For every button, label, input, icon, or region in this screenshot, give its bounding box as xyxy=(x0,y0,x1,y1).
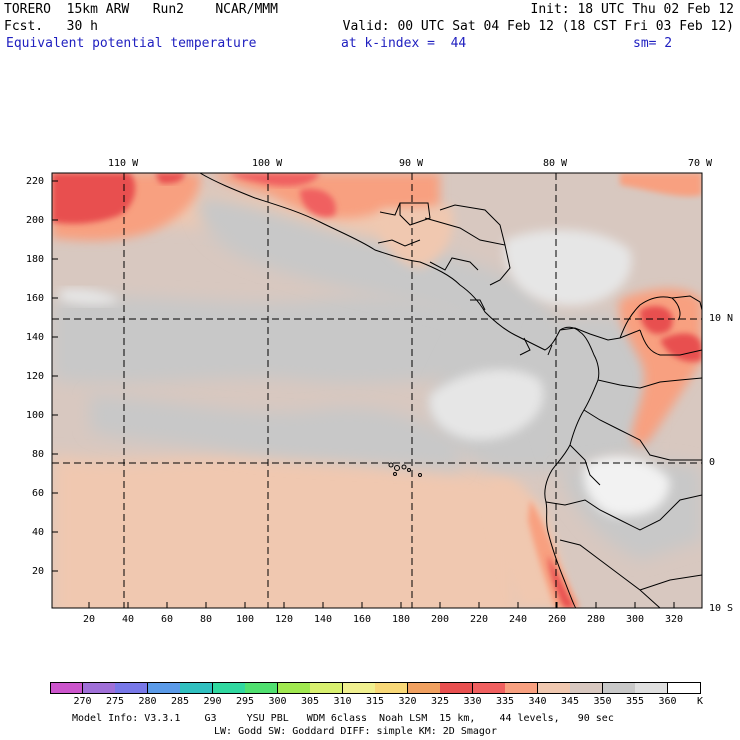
lat-label-10s: 10 S xyxy=(709,603,734,614)
galapagos-islands xyxy=(388,462,422,477)
colorbar-label: 280 xyxy=(138,696,157,707)
colorbar-swatch xyxy=(667,682,701,694)
colorbar-swatch xyxy=(472,682,506,694)
x-tick-label: 320 xyxy=(665,614,684,625)
x-tick-label: 220 xyxy=(470,614,489,625)
lon-label-80w: 80 W xyxy=(543,158,568,169)
x-tick-label: 120 xyxy=(275,614,294,625)
y-tick-label: 160 xyxy=(26,293,45,304)
colorbar-label: 355 xyxy=(625,696,645,707)
y-tick-label: 40 xyxy=(32,527,45,538)
x-tick-label: 100 xyxy=(236,614,255,625)
colorbar-label: 275 xyxy=(105,696,125,707)
colorbar-swatch xyxy=(537,682,571,694)
colorbar-swatch xyxy=(277,682,311,694)
colorbar-label: 305 xyxy=(300,696,320,707)
colorbar-swatch xyxy=(82,682,116,694)
colorbar-swatch xyxy=(505,682,538,694)
forecast-hour: Fcst. 30 h xyxy=(4,19,98,34)
colorbar-label: 330 xyxy=(463,696,482,707)
x-tick-label: 240 xyxy=(509,614,528,625)
colorbar-label: 285 xyxy=(170,696,190,707)
colorbar-swatch xyxy=(635,682,668,694)
colorbar-swatch xyxy=(245,682,278,694)
colorbar-label: 335 xyxy=(495,696,515,707)
lon-label-100w: 100 W xyxy=(252,158,283,169)
colorbar-label: 325 xyxy=(430,696,450,707)
y-tick-label: 120 xyxy=(26,371,45,382)
colorbar-label: 360 xyxy=(658,696,677,707)
colorbar-label: 340 xyxy=(528,696,547,707)
physics-info: LW: Godd SW: Goddard DIFF: simple KM: 2D… xyxy=(214,726,497,737)
init-time: Init: 18 UTC Thu 02 Feb 12 xyxy=(530,2,735,17)
colorbar-label: 270 xyxy=(73,696,92,707)
x-tick-label: 60 xyxy=(161,614,174,625)
lat-label-0: 0 xyxy=(709,457,716,468)
x-tick-label: 280 xyxy=(587,614,606,625)
x-tick-label: 140 xyxy=(314,614,333,625)
colorbar-label: 345 xyxy=(560,696,580,707)
y-tick-label: 140 xyxy=(26,332,45,343)
x-tick-label: 20 xyxy=(83,614,96,625)
lon-label-70w: 70 W xyxy=(688,158,713,169)
y-tick-label: 60 xyxy=(32,488,45,499)
colorbar-label: 300 xyxy=(268,696,287,707)
colorbar-swatch xyxy=(212,682,246,694)
colorbar-unit: K xyxy=(697,696,704,707)
x-tick-label: 40 xyxy=(122,614,135,625)
x-tick-label: 80 xyxy=(200,614,213,625)
x-tick-label: 180 xyxy=(392,614,411,625)
colorbar-swatch xyxy=(180,682,213,694)
y-tick-label: 180 xyxy=(26,254,45,265)
y-tick-label: 20 xyxy=(32,566,45,577)
colorbar-label: 295 xyxy=(235,696,255,707)
y-tick-label: 200 xyxy=(26,215,45,226)
colorbar-swatch xyxy=(310,682,343,694)
colorbar-swatch xyxy=(375,682,408,694)
coastlines xyxy=(199,173,702,608)
colorbar-swatch xyxy=(342,682,376,694)
plot-frame xyxy=(51,172,703,609)
level-index: at k-index = 44 xyxy=(341,36,467,51)
model-run-title: TORERO 15km ARW Run2 NCAR/MMM xyxy=(4,2,278,17)
colorbar-swatch xyxy=(407,682,441,694)
lat-label-10n: 10 N xyxy=(709,313,734,324)
lon-label-90w: 90 W xyxy=(399,158,424,169)
colorbar-swatch xyxy=(50,682,83,694)
y-tick-label: 80 xyxy=(32,449,45,460)
colorbar-swatch xyxy=(147,682,181,694)
left-axis-ticks xyxy=(52,180,58,572)
lat-lon-grid xyxy=(52,173,702,608)
colorbar-label: 320 xyxy=(398,696,417,707)
colorbar-swatch xyxy=(570,682,603,694)
colorbar-swatch xyxy=(440,682,473,694)
x-tick-label: 260 xyxy=(548,614,567,625)
colorbar-label: 350 xyxy=(593,696,612,707)
x-tick-label: 300 xyxy=(626,614,645,625)
x-tick-label: 160 xyxy=(353,614,372,625)
y-tick-label: 220 xyxy=(26,176,45,187)
bottom-axis-ticks xyxy=(88,602,675,608)
colorbar-label: 290 xyxy=(203,696,222,707)
colorbar-label: 315 xyxy=(365,696,385,707)
valid-time: Valid: 00 UTC Sat 04 Feb 12 (18 CST Fri … xyxy=(342,19,734,34)
smoothing: sm= 2 xyxy=(633,36,673,51)
colorbar-swatch xyxy=(602,682,636,694)
shaded-field xyxy=(52,173,702,608)
lon-label-110w: 110 W xyxy=(108,158,139,169)
colorbar-swatch xyxy=(115,682,148,694)
model-info: Model Info: V3.3.1 G3 YSU PBL WDM 6class… xyxy=(72,713,614,724)
x-tick-label: 200 xyxy=(431,614,450,625)
y-tick-label: 100 xyxy=(26,410,45,421)
field-name: Equivalent potential temperature xyxy=(6,36,257,51)
colorbar-label: 310 xyxy=(333,696,352,707)
